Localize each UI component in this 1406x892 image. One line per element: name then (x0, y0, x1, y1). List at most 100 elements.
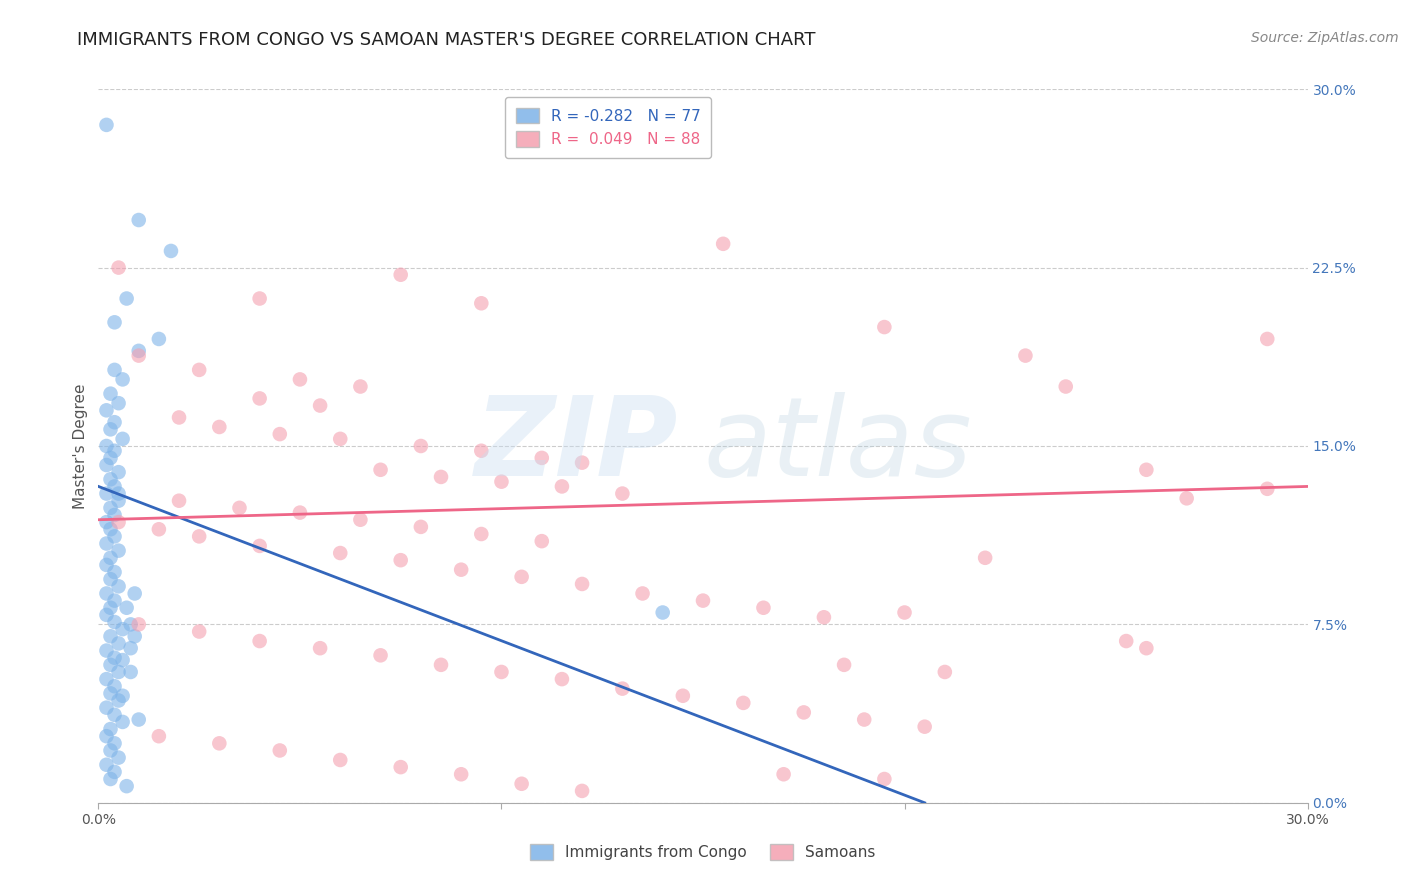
Point (309, 641, 332, 656)
Point (96, 118, 118, 132)
Point (100, 472, 122, 486)
Point (491, 665, 513, 679)
Point (124, 586, 146, 600)
Point (510, 777, 533, 791)
Point (893, 606, 915, 620)
Point (430, 470, 453, 484)
Point (672, 689, 695, 703)
Point (120, 665, 142, 679)
Point (100, 572, 122, 586)
Point (107, 636, 129, 650)
Point (269, 427, 291, 442)
Point (100, 686, 122, 700)
Point (974, 550, 997, 565)
Point (111, 653, 134, 667)
Point (148, 332, 170, 346)
Point (188, 624, 211, 639)
Point (107, 579, 129, 593)
Point (103, 443, 125, 458)
Point (111, 432, 134, 446)
Point (934, 665, 956, 679)
Point (111, 372, 134, 386)
Point (188, 363, 211, 377)
Point (96, 558, 118, 572)
Point (103, 363, 125, 377)
Point (100, 422, 122, 436)
Point (1256, 482, 1278, 496)
Point (571, 784, 593, 798)
Point (1014, 349, 1036, 363)
Point (1256, 332, 1278, 346)
Point (329, 432, 352, 446)
Point (470, 296, 492, 310)
Point (107, 493, 129, 508)
Point (115, 600, 138, 615)
Point (188, 529, 211, 543)
Point (914, 720, 936, 734)
Point (96, 515, 118, 529)
Point (128, 349, 150, 363)
Point (107, 515, 129, 529)
Point (103, 315, 125, 329)
Point (103, 565, 125, 579)
Text: ZIP: ZIP (475, 392, 679, 500)
Point (873, 320, 896, 334)
Point (329, 753, 352, 767)
Point (631, 586, 654, 600)
Point (167, 410, 190, 425)
Point (100, 386, 122, 401)
Point (148, 729, 170, 743)
Point (329, 546, 352, 560)
Point (450, 563, 472, 577)
Point (370, 648, 392, 663)
Point (111, 714, 134, 729)
Point (269, 743, 291, 757)
Point (288, 506, 311, 520)
Point (389, 553, 412, 567)
Point (103, 415, 125, 429)
Point (772, 767, 794, 781)
Point (111, 689, 134, 703)
Point (120, 617, 142, 632)
Point (103, 650, 125, 665)
Point (491, 475, 513, 489)
Point (107, 396, 129, 410)
Point (103, 707, 125, 722)
Point (551, 672, 574, 686)
Point (96, 586, 118, 600)
Point (1115, 634, 1137, 648)
Point (349, 513, 371, 527)
Point (115, 292, 138, 306)
Point (571, 577, 593, 591)
Point (128, 713, 150, 727)
Point (107, 465, 129, 479)
Point (103, 508, 125, 522)
Point (120, 641, 142, 656)
Point (450, 767, 472, 781)
Point (100, 550, 122, 565)
Point (107, 260, 129, 275)
Point (128, 213, 150, 227)
Point (100, 500, 122, 515)
Point (389, 268, 412, 282)
Text: atlas: atlas (703, 392, 972, 500)
Point (96, 403, 118, 417)
Point (103, 679, 125, 693)
Point (551, 479, 574, 493)
Point (370, 463, 392, 477)
Point (167, 493, 190, 508)
Point (107, 486, 129, 500)
Point (249, 392, 271, 406)
Point (96, 439, 118, 453)
Point (208, 736, 231, 750)
Point (148, 522, 170, 536)
Point (711, 236, 734, 251)
Point (1135, 641, 1157, 656)
Point (389, 760, 412, 774)
Point (103, 593, 125, 607)
Point (103, 736, 125, 750)
Point (96, 458, 118, 472)
Point (100, 522, 122, 536)
Point (853, 713, 876, 727)
Point (249, 292, 271, 306)
